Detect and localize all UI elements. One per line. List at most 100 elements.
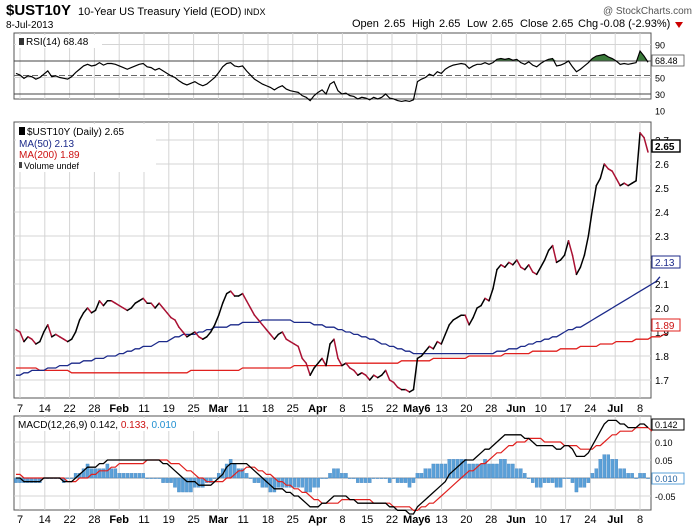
price-segment xyxy=(508,261,514,266)
price-segment xyxy=(512,259,518,266)
macd-hist-bar xyxy=(499,459,503,479)
x-axis-label: 22 xyxy=(63,403,75,415)
macd-hist-bar xyxy=(292,477,296,488)
price-grid xyxy=(14,122,651,398)
price-tick-label: 1.7 xyxy=(655,376,669,387)
price-line xyxy=(15,132,649,393)
price-segment xyxy=(567,240,574,256)
macd-hist-bar xyxy=(328,473,332,479)
price-segment xyxy=(337,357,343,367)
macd-hist-bar xyxy=(129,473,134,479)
price-segment xyxy=(206,331,212,338)
macd-hist-bar xyxy=(423,468,428,479)
price-segment xyxy=(583,235,590,256)
price-segment xyxy=(349,367,355,372)
macd-value-tag xyxy=(651,418,685,431)
price-segment xyxy=(404,388,411,393)
macd-hist-bar xyxy=(383,477,388,479)
macd-tick-label: 0.10 xyxy=(655,438,673,448)
price-segment xyxy=(194,331,200,338)
price-segment xyxy=(102,300,109,307)
macd-hist-bar xyxy=(117,473,122,479)
macd-hist-bar xyxy=(435,463,440,479)
price-segment xyxy=(54,333,61,338)
price-segment xyxy=(504,261,510,268)
macd-hist-bar xyxy=(272,477,277,493)
macd-hist-bar xyxy=(356,477,360,483)
x-axis-label: 10 xyxy=(535,403,547,415)
macd-hist-bar xyxy=(534,477,539,488)
x-axis-label: 8 xyxy=(637,403,643,415)
macd-hist-bar xyxy=(296,477,300,488)
x-axis-label: 11 xyxy=(237,514,248,526)
price-segment xyxy=(635,132,641,182)
x-axis-label: 14 xyxy=(39,403,51,415)
chg-label: Chg xyxy=(578,18,598,30)
price-segment xyxy=(174,319,180,328)
macd-hist-bar xyxy=(65,477,70,479)
price-segment xyxy=(158,302,164,309)
high-value: 2.65 xyxy=(439,18,460,30)
low-value: 2.65 xyxy=(492,18,513,30)
price-segment xyxy=(98,300,105,307)
price-segment xyxy=(464,314,470,326)
macd-label-value: 0.142, xyxy=(90,420,118,431)
price-legend-swatch xyxy=(19,127,25,135)
macd-hist-bar xyxy=(515,468,519,479)
macd-hist-bar xyxy=(503,459,507,479)
macd-hist-bar xyxy=(157,477,161,479)
rsi-panel: 9070503010 68.48 RSI(14) 68.48 xyxy=(13,32,685,117)
close-value: 2.65 xyxy=(552,18,573,30)
macd-hist-bar xyxy=(137,473,141,479)
ma200-legend: MA(200) 1.89 xyxy=(19,150,80,161)
macd-hist-bar xyxy=(371,477,376,479)
price-segment xyxy=(500,264,506,268)
x-axis-label: 11 xyxy=(138,514,149,526)
price-segment xyxy=(297,345,303,360)
price-segment xyxy=(388,379,395,384)
price-segment xyxy=(249,307,256,316)
x-axis-label: 17 xyxy=(559,514,571,526)
macd-hist-bar xyxy=(312,477,316,488)
price-segment xyxy=(265,328,272,336)
price-segment xyxy=(627,182,633,187)
price-segment xyxy=(408,388,415,393)
x-axis-label: Feb xyxy=(109,514,129,526)
macd-hist-bar xyxy=(622,468,626,479)
price-segment xyxy=(170,316,176,321)
watermark: @ StockCharts.com xyxy=(603,6,692,17)
price-segment xyxy=(190,331,196,336)
price-legend: $UST10Y (Daily) 2.65 xyxy=(27,127,125,138)
macd-hist-bar xyxy=(431,463,436,479)
price-segment xyxy=(575,266,582,276)
macd-hist-bar xyxy=(375,477,380,479)
price-segment xyxy=(571,254,578,276)
x-axis-label: 28 xyxy=(88,514,100,526)
price-segment xyxy=(70,331,77,340)
price-segment xyxy=(94,300,101,312)
macd-hist-bar xyxy=(558,477,563,488)
x-axis-label: 15 xyxy=(361,403,373,415)
macd-label-signal: 0.133, xyxy=(121,420,149,431)
macd-label-bg xyxy=(16,418,226,431)
x-axis-labels-bottom: 7 14 22 28 Feb 11 19 25 Mar 11 18 25 Apr 8 15 22 May6 13 2… xyxy=(17,514,643,526)
x-axis-label: Mar xyxy=(209,514,229,526)
price-segment xyxy=(269,333,276,340)
macd-hist-bar xyxy=(546,477,551,483)
price-segment xyxy=(166,312,172,319)
macd-hist-bar xyxy=(125,473,130,479)
price-segment xyxy=(607,168,613,172)
price-segment xyxy=(114,302,121,307)
macd-hist-bar xyxy=(185,477,189,493)
macd-value-tag-text: 0.142 xyxy=(655,420,678,430)
macd-hist-bar xyxy=(391,477,396,479)
ma50-value-tag xyxy=(651,255,681,269)
price-segment xyxy=(182,331,188,338)
volume-legend-swatch xyxy=(19,162,22,168)
macd-hist-bar xyxy=(336,468,340,479)
volume-legend: Volume undef xyxy=(24,161,80,171)
price-segment xyxy=(563,240,570,256)
macd-hist-bar xyxy=(527,477,531,479)
macd-hist-bar xyxy=(368,477,372,483)
price-tick-label: 1.9 xyxy=(655,328,669,339)
